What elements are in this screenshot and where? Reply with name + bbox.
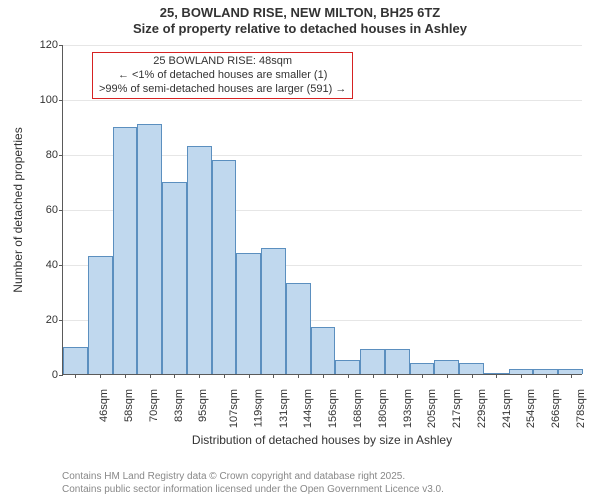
x-tick-label: 229sqm [476, 389, 488, 428]
gridline [63, 45, 582, 46]
y-tick-label: 20 [4, 314, 58, 326]
histogram-bar [286, 283, 311, 374]
x-tick-label: 217sqm [451, 389, 463, 428]
x-tick-label: 70sqm [148, 389, 160, 422]
histogram-bar [236, 253, 261, 374]
x-tick-label: 241sqm [501, 389, 513, 428]
annotation-box: 25 BOWLAND RISE: 48sqm ← <1% of detached… [92, 52, 353, 99]
annotation-line1: 25 BOWLAND RISE: 48sqm [99, 55, 346, 69]
x-tick-label: 278sqm [575, 389, 587, 428]
histogram-bar [385, 349, 410, 374]
histogram-bar [311, 327, 336, 374]
attribution-footer: Contains HM Land Registry data © Crown c… [62, 471, 444, 496]
histogram-bar [162, 182, 187, 375]
x-tick-label: 144sqm [303, 389, 315, 428]
x-tick-label: 83sqm [173, 389, 185, 422]
x-tick-labels: 46sqm 58sqm 70sqm 83sqm 95sqm 107sqm 119sqm 131… [62, 375, 582, 435]
annotation-line2: ← <1% of detached houses are smaller (1) [99, 69, 346, 83]
x-tick-label: 156sqm [327, 389, 339, 428]
gridline [63, 100, 582, 101]
attribution-line1: Contains HM Land Registry data © Crown c… [62, 471, 444, 484]
y-tick-labels: 020406080100120 [0, 45, 62, 375]
attribution-line2: Contains public sector information licen… [62, 484, 444, 497]
y-tick-label: 0 [4, 369, 58, 381]
x-axis-title: Distribution of detached houses by size … [62, 433, 582, 447]
chart-title-line1: 25, BOWLAND RISE, NEW MILTON, BH25 6TZ [0, 6, 600, 21]
annotation-line3: >99% of semi-detached houses are larger … [99, 83, 346, 97]
x-tick-label: 58sqm [123, 389, 135, 422]
x-tick-label: 266sqm [550, 389, 562, 428]
x-tick-label: 180sqm [377, 389, 389, 428]
histogram-bar [360, 349, 385, 374]
histogram-bar [335, 360, 360, 374]
y-tick-label: 100 [4, 94, 58, 106]
x-tick-label: 46sqm [98, 389, 110, 422]
histogram-bar [212, 160, 237, 375]
x-tick-label: 168sqm [352, 389, 364, 428]
x-tick-label: 119sqm [252, 389, 264, 427]
x-tick-label: 193sqm [402, 389, 414, 428]
histogram-bar [434, 360, 459, 374]
chart-title-line2: Size of property relative to detached ho… [0, 22, 600, 37]
histogram-bar [261, 248, 286, 375]
x-tick-label: 107sqm [228, 389, 240, 428]
histogram-bar [113, 127, 138, 375]
y-tick-label: 120 [4, 39, 58, 51]
y-axis-title: Number of detached properties [11, 127, 25, 292]
histogram-bar [63, 347, 88, 375]
x-tick-label: 131sqm [278, 389, 290, 428]
histogram-bar [137, 124, 162, 374]
histogram-bar [410, 363, 435, 374]
histogram-bar [187, 146, 212, 374]
histogram-bar [88, 256, 113, 374]
x-tick-label: 95sqm [197, 389, 209, 422]
x-tick-label: 205sqm [426, 389, 438, 428]
x-tick-label: 254sqm [525, 389, 537, 428]
histogram-bar [459, 363, 484, 374]
